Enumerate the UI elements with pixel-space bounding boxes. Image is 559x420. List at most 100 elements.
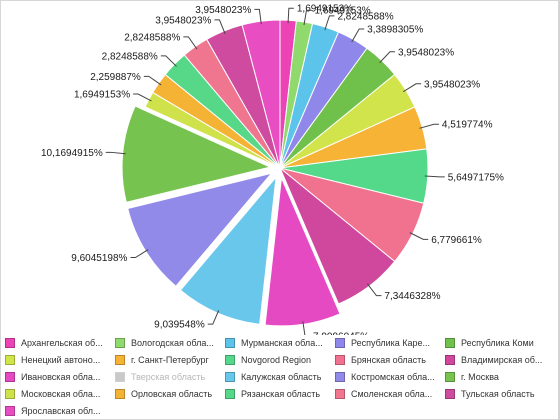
slice-data-label: 2,8248588% bbox=[102, 51, 158, 62]
legend-swatch bbox=[115, 371, 125, 382]
slice-leader-line bbox=[183, 36, 198, 50]
legend-item[interactable]: Мурманская обла... bbox=[225, 335, 335, 350]
legend-swatch bbox=[5, 354, 15, 365]
slice-data-label: 2,8248588% bbox=[337, 11, 393, 22]
legend-item[interactable]: Владимирская об... bbox=[445, 352, 555, 367]
legend-swatch bbox=[445, 354, 455, 365]
slice-data-label: 7,9096045% bbox=[313, 332, 369, 335]
slice-leader-line bbox=[424, 175, 445, 178]
legend-item[interactable]: Московская обла... bbox=[5, 386, 115, 401]
slice-leader-line bbox=[143, 75, 162, 86]
slice-data-label: 1,6949153% bbox=[314, 6, 370, 17]
legend-item[interactable]: Смоленская обла... bbox=[335, 386, 445, 401]
slice-leader-line bbox=[214, 19, 226, 34]
legend-swatch bbox=[225, 388, 235, 399]
slice-leader-line bbox=[403, 83, 422, 93]
legend-swatch bbox=[115, 354, 125, 365]
legend-item[interactable]: Брянская область bbox=[335, 352, 445, 367]
slice-data-label: 2,8248588% bbox=[124, 32, 180, 43]
legend-item[interactable]: Novgorod Region bbox=[225, 352, 335, 367]
slice-leader-line bbox=[303, 9, 312, 26]
legend-swatch bbox=[225, 337, 235, 348]
slice-data-label: 5,6497175% bbox=[448, 172, 504, 183]
legend-label: Вологодская обла... bbox=[131, 337, 214, 348]
legend-label: Калужская область bbox=[241, 371, 322, 382]
chart-legend: Архангельская об... Вологодская обла... Му… bbox=[5, 335, 557, 418]
slice-leader-line bbox=[351, 28, 365, 43]
legend-label: Тульская область bbox=[461, 388, 535, 399]
slice-leader-line bbox=[366, 283, 382, 297]
legend-item[interactable]: Тверская область bbox=[115, 369, 225, 384]
legend-label: Республика Каре... bbox=[351, 337, 431, 348]
legend-label: Костромская обла... bbox=[351, 371, 435, 382]
legend-item[interactable]: Ярославская обл... bbox=[5, 403, 115, 418]
slice-leader-line bbox=[302, 321, 306, 335]
slice-data-label: 1,6949153% bbox=[297, 4, 353, 15]
legend-label: Ненецкий автоно... bbox=[21, 354, 101, 365]
legend-item[interactable]: Орловская область bbox=[115, 386, 225, 401]
slice-data-label: 3,3898305% bbox=[367, 24, 423, 35]
slice-leader-line bbox=[105, 151, 126, 155]
legend-swatch bbox=[335, 388, 345, 399]
legend-item[interactable]: г. Санкт-Петербург bbox=[115, 352, 225, 367]
legend-label: Орловская область bbox=[131, 388, 213, 399]
legend-item[interactable]: Костромская обла... bbox=[335, 369, 445, 384]
legend-label: Владимирская об... bbox=[461, 354, 543, 365]
slice-data-label: 3,9548023% bbox=[195, 5, 251, 16]
slice-leader-line bbox=[409, 232, 429, 240]
legend-label: Республика Коми bbox=[461, 337, 534, 348]
legend-label: Ивановская обла... bbox=[21, 371, 101, 382]
slice-data-label: 1,6949153% bbox=[74, 90, 130, 101]
legend-item[interactable]: Вологодская обла... bbox=[115, 335, 225, 350]
legend-item[interactable]: Тульская область bbox=[445, 386, 555, 401]
legend-swatch bbox=[5, 371, 15, 382]
legend-label: Мурманская обла... bbox=[241, 337, 323, 348]
legend-swatch bbox=[445, 337, 455, 348]
slice-data-label: 3,9548023% bbox=[398, 47, 454, 58]
legend-item[interactable]: Рязанская область bbox=[225, 386, 335, 401]
slice-leader-line bbox=[160, 55, 177, 67]
slice-data-label: 2,259887% bbox=[90, 72, 141, 83]
legend-label: г. Санкт-Петербург bbox=[131, 354, 209, 365]
legend-item[interactable]: Ненецкий автоно... bbox=[5, 352, 115, 367]
legend-label: Ярославская обл... bbox=[21, 405, 101, 416]
slice-data-label: 6,779661% bbox=[431, 235, 482, 246]
legend-swatch bbox=[5, 337, 15, 348]
slice-data-label: 4,519774% bbox=[442, 120, 493, 131]
slice-leader-line bbox=[324, 15, 335, 31]
legend-swatch bbox=[445, 371, 455, 382]
legend-item[interactable]: г. Москва bbox=[445, 369, 555, 384]
slice-data-label: 3,9548023% bbox=[424, 79, 480, 90]
legend-label: г. Москва bbox=[461, 371, 499, 382]
slice-leader-line bbox=[254, 8, 262, 25]
slice-data-label: 9,039548% bbox=[154, 320, 205, 331]
legend-label: Брянская область bbox=[351, 354, 426, 365]
legend-item[interactable]: Архангельская об... bbox=[5, 335, 115, 350]
legend-swatch bbox=[225, 354, 235, 365]
legend-label: Московская обла... bbox=[21, 388, 101, 399]
legend-swatch bbox=[445, 388, 455, 399]
slice-data-label: 10,1694915% bbox=[41, 148, 103, 159]
legend-item[interactable]: Республика Каре... bbox=[335, 335, 445, 350]
slice-leader-line bbox=[130, 249, 149, 258]
slice-leader-line bbox=[287, 7, 294, 24]
slice-data-label: 7,3446328% bbox=[384, 291, 440, 302]
legend-label: Novgorod Region bbox=[241, 354, 312, 365]
legend-label: Тверская область bbox=[131, 371, 206, 382]
legend-label: Архангельская об... bbox=[21, 337, 103, 348]
legend-swatch bbox=[5, 388, 15, 399]
legend-item[interactable]: Республика Коми bbox=[445, 335, 555, 350]
legend-swatch bbox=[115, 388, 125, 399]
legend-label: Рязанская область bbox=[241, 388, 321, 399]
slice-leader-line bbox=[419, 123, 439, 129]
legend-swatch bbox=[335, 354, 345, 365]
slice-leader-line bbox=[207, 310, 220, 325]
legend-item[interactable]: Ивановская обла... bbox=[5, 369, 115, 384]
slice-leader-line bbox=[379, 51, 395, 64]
legend-swatch bbox=[5, 405, 15, 416]
legend-item[interactable]: Калужская область bbox=[225, 369, 335, 384]
pie-chart: 1,6949153%1,6949153%2,8248588%3,3898305%… bbox=[41, 4, 504, 335]
legend-label: Смоленская обла... bbox=[351, 388, 433, 399]
slice-data-label: 9,6045198% bbox=[71, 253, 127, 264]
